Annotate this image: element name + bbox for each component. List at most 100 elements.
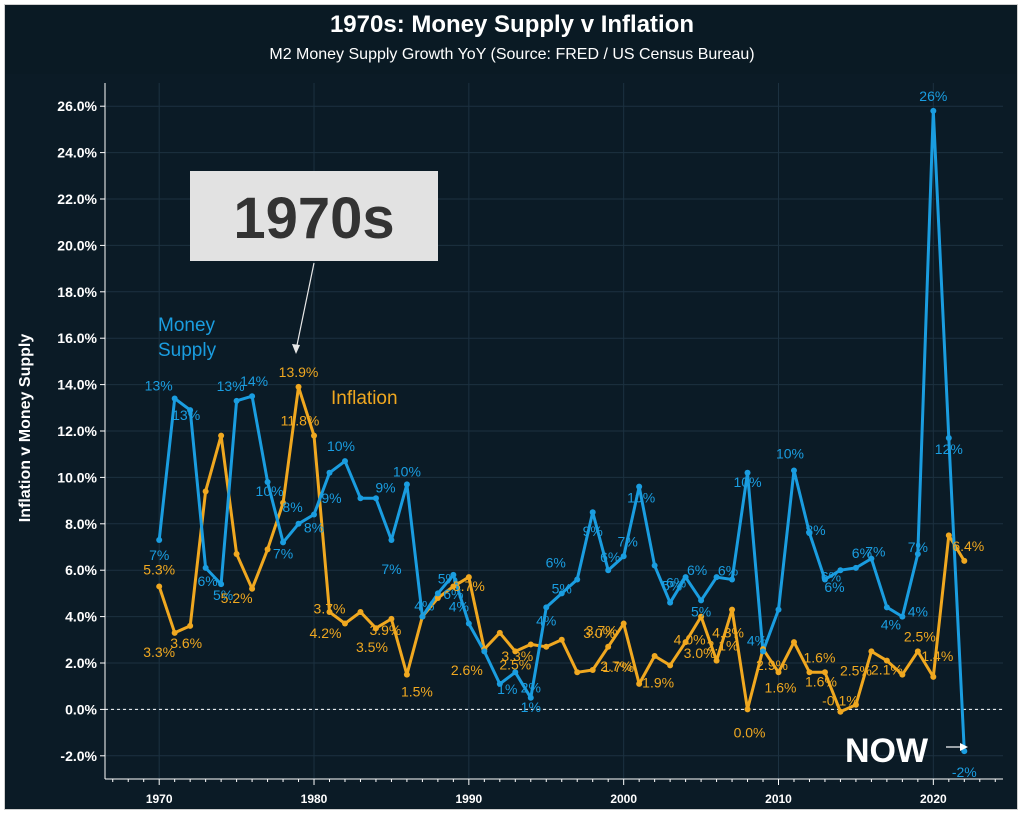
- money-supply-data-label: 6%: [824, 579, 844, 595]
- money-supply-point: [450, 571, 457, 578]
- money-supply-point: [760, 648, 767, 655]
- y-tick-label: 16.0%: [57, 330, 97, 346]
- inflation-data-label: 1.5%: [401, 684, 433, 700]
- money-supply-point: [930, 107, 937, 114]
- inflation-point: [682, 639, 689, 646]
- y-tick-label: 24.0%: [57, 145, 97, 161]
- inflation-data-label: 3.7%: [586, 623, 618, 639]
- money-supply-data-label: 6%: [600, 549, 620, 565]
- money-supply-point: [481, 648, 488, 655]
- inflation-point: [202, 488, 209, 495]
- inflation-data-label: 2.9%: [756, 657, 788, 673]
- money-supply-point: [527, 694, 534, 701]
- inflation-point: [961, 557, 968, 564]
- inflation-point: [667, 662, 674, 669]
- money-supply-point: [914, 550, 921, 557]
- money-supply-point: [403, 481, 410, 488]
- y-tick-label: 12.0%: [57, 423, 97, 439]
- inflation-point: [372, 625, 379, 632]
- money-supply-point: [852, 564, 859, 571]
- inflation-point: [403, 671, 410, 678]
- inflation-point: [558, 636, 565, 643]
- x-tick-label: 1980: [301, 792, 328, 806]
- money-supply-data-label: 12%: [935, 441, 963, 457]
- inflation-data-label: 5.7%: [453, 578, 485, 594]
- inflation-data-label: 3.3%: [501, 648, 533, 664]
- money-supply-data-label: 1%: [497, 681, 517, 697]
- inflation-point: [527, 641, 534, 648]
- inflation-data-label: 3.7%: [314, 601, 346, 617]
- money-supply-point: [961, 748, 968, 755]
- money-supply-point: [729, 576, 736, 583]
- inflation-data-label: -0.1%: [822, 693, 859, 709]
- money-supply-point: [605, 567, 612, 574]
- inflation-point: [698, 613, 705, 620]
- money-supply-point: [620, 553, 627, 560]
- inflation-data-label: 13.9%: [279, 364, 319, 380]
- money-supply-point: [419, 613, 426, 620]
- x-tick-label: 1970: [146, 792, 173, 806]
- inflation-point: [249, 585, 256, 592]
- inflation-point: [171, 629, 178, 636]
- inflation-point: [295, 383, 302, 390]
- money-supply-point: [698, 597, 705, 604]
- inflation-point: [233, 550, 240, 557]
- inflation-point: [496, 629, 503, 636]
- y-tick-label: 4.0%: [65, 609, 97, 625]
- money-supply-point: [651, 562, 658, 569]
- money-supply-point: [790, 467, 797, 474]
- y-tick-label: 26.0%: [57, 98, 97, 114]
- inflation-point: [264, 546, 271, 553]
- inflation-data-label: 3.0%: [684, 645, 716, 661]
- annotation-box-label: 1970s: [233, 186, 394, 251]
- inflation-data-label: 11.8%: [281, 413, 320, 429]
- money-supply-point: [682, 574, 689, 581]
- inflation-data-label: 2.7%: [600, 658, 632, 674]
- money-supply-data-label: 9%: [375, 479, 395, 495]
- money-supply-point: [295, 520, 302, 527]
- inflation-point: [883, 657, 890, 664]
- money-supply-point: [574, 576, 581, 583]
- money-supply-point: [713, 574, 720, 581]
- y-tick-label: 0.0%: [65, 701, 97, 717]
- money-supply-data-label: 26%: [919, 88, 947, 104]
- money-supply-name-line2: Supply: [158, 340, 217, 361]
- money-supply-data-label: 10%: [627, 490, 655, 506]
- y-tick-label: 20.0%: [57, 237, 97, 253]
- money-supply-data-label: 6%: [546, 554, 566, 570]
- inflation-point: [930, 673, 937, 680]
- inflation-point: [218, 432, 225, 439]
- inflation-data-label: 1.6%: [805, 673, 837, 689]
- annotation-box: [190, 171, 438, 261]
- inflation-point: [806, 669, 813, 676]
- money-supply-point: [156, 537, 163, 544]
- inflation-point: [187, 622, 194, 629]
- money-supply-point: [899, 613, 906, 620]
- money-supply-data-label: 14%: [240, 373, 268, 389]
- money-supply-data-label: 7%: [908, 539, 928, 555]
- money-supply-point: [264, 479, 271, 486]
- inflation-data-label: 2.1%: [707, 638, 739, 654]
- series-points: [156, 107, 968, 755]
- money-supply-data-label: -2%: [952, 764, 977, 780]
- y-tick-label: 6.0%: [65, 562, 97, 578]
- money-supply-data-label: 6%: [821, 568, 841, 584]
- inflation-point: [450, 583, 457, 590]
- inflation-data-label: 0.0%: [734, 724, 766, 740]
- x-tick-label: 2000: [610, 792, 637, 806]
- inflation-point: [636, 680, 643, 687]
- money-supply-data-label: 10%: [327, 438, 355, 454]
- money-supply-point: [311, 511, 318, 518]
- money-supply-data-label: 13%: [217, 378, 245, 394]
- money-supply-point: [837, 567, 844, 574]
- inflation-data-label: 1.9%: [642, 674, 674, 690]
- inflation-data-label: 3.5%: [356, 639, 388, 655]
- inflation-point: [280, 499, 287, 506]
- money-supply-point: [233, 397, 240, 404]
- inflation-point: [326, 608, 333, 615]
- inflation-data-label: 2.6%: [451, 662, 483, 678]
- money-supply-data-label: 10%: [393, 463, 421, 479]
- inflation-data-label: 2.5%: [840, 662, 872, 678]
- inflation-point: [945, 532, 952, 539]
